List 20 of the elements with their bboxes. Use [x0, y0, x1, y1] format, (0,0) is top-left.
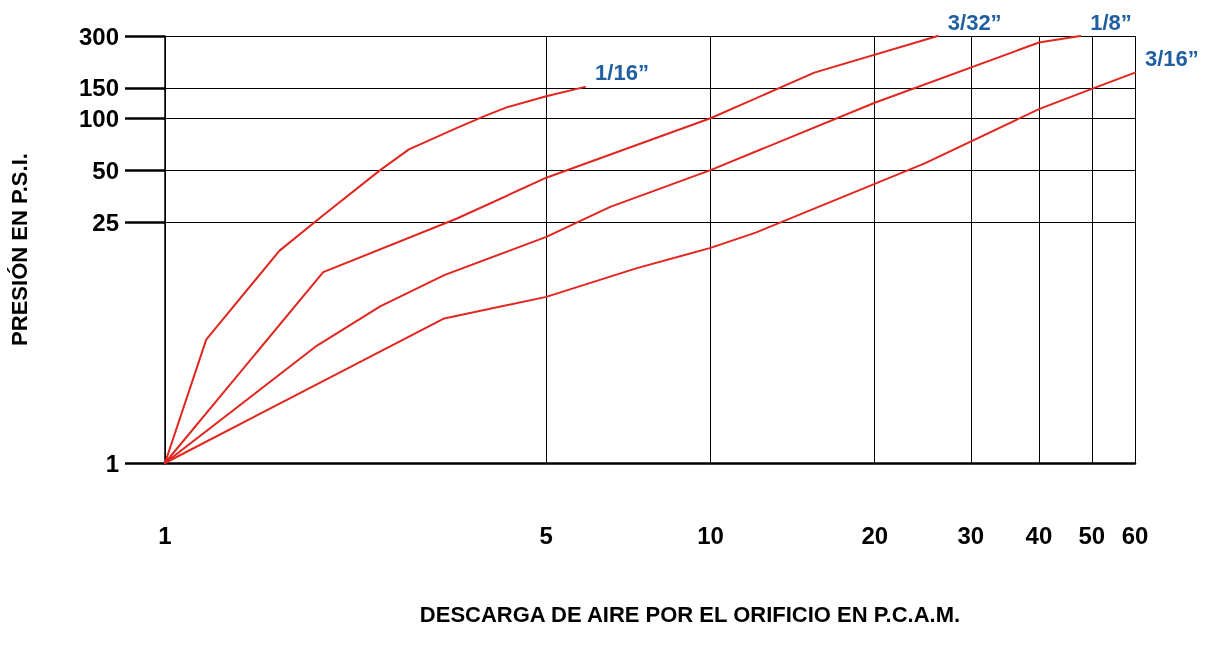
series-label: 1/16”	[595, 60, 649, 86]
series-label: 3/16”	[1145, 46, 1199, 72]
x-tick-label: 40	[1025, 521, 1053, 549]
y-tick-label: 50	[92, 156, 119, 184]
y-axis-title: PRESIÓN EN P.S.I.	[6, 153, 32, 346]
y-tick-label: 150	[78, 74, 119, 102]
y-tick-label: 1	[105, 449, 119, 477]
y-tick-label: 100	[78, 104, 119, 132]
x-tick-label: 10	[697, 521, 724, 549]
series-label: 1/8”	[1090, 9, 1132, 35]
x-tick-label: 20	[861, 521, 889, 549]
y-tick-label: 300	[78, 22, 119, 50]
y-tick-label: 25	[92, 208, 119, 236]
x-tick-label: 60	[1121, 521, 1149, 549]
x-tick-label: 50	[1078, 521, 1106, 549]
x-tick-label: 1	[158, 521, 172, 549]
x-tick-label: 30	[957, 521, 985, 549]
x-tick-label: 5	[539, 521, 553, 549]
series-label: 3/32”	[947, 9, 1002, 35]
x-axis-title: DESCARGA DE AIRE POR EL ORIFICIO EN P.C.A.M.	[419, 601, 961, 627]
